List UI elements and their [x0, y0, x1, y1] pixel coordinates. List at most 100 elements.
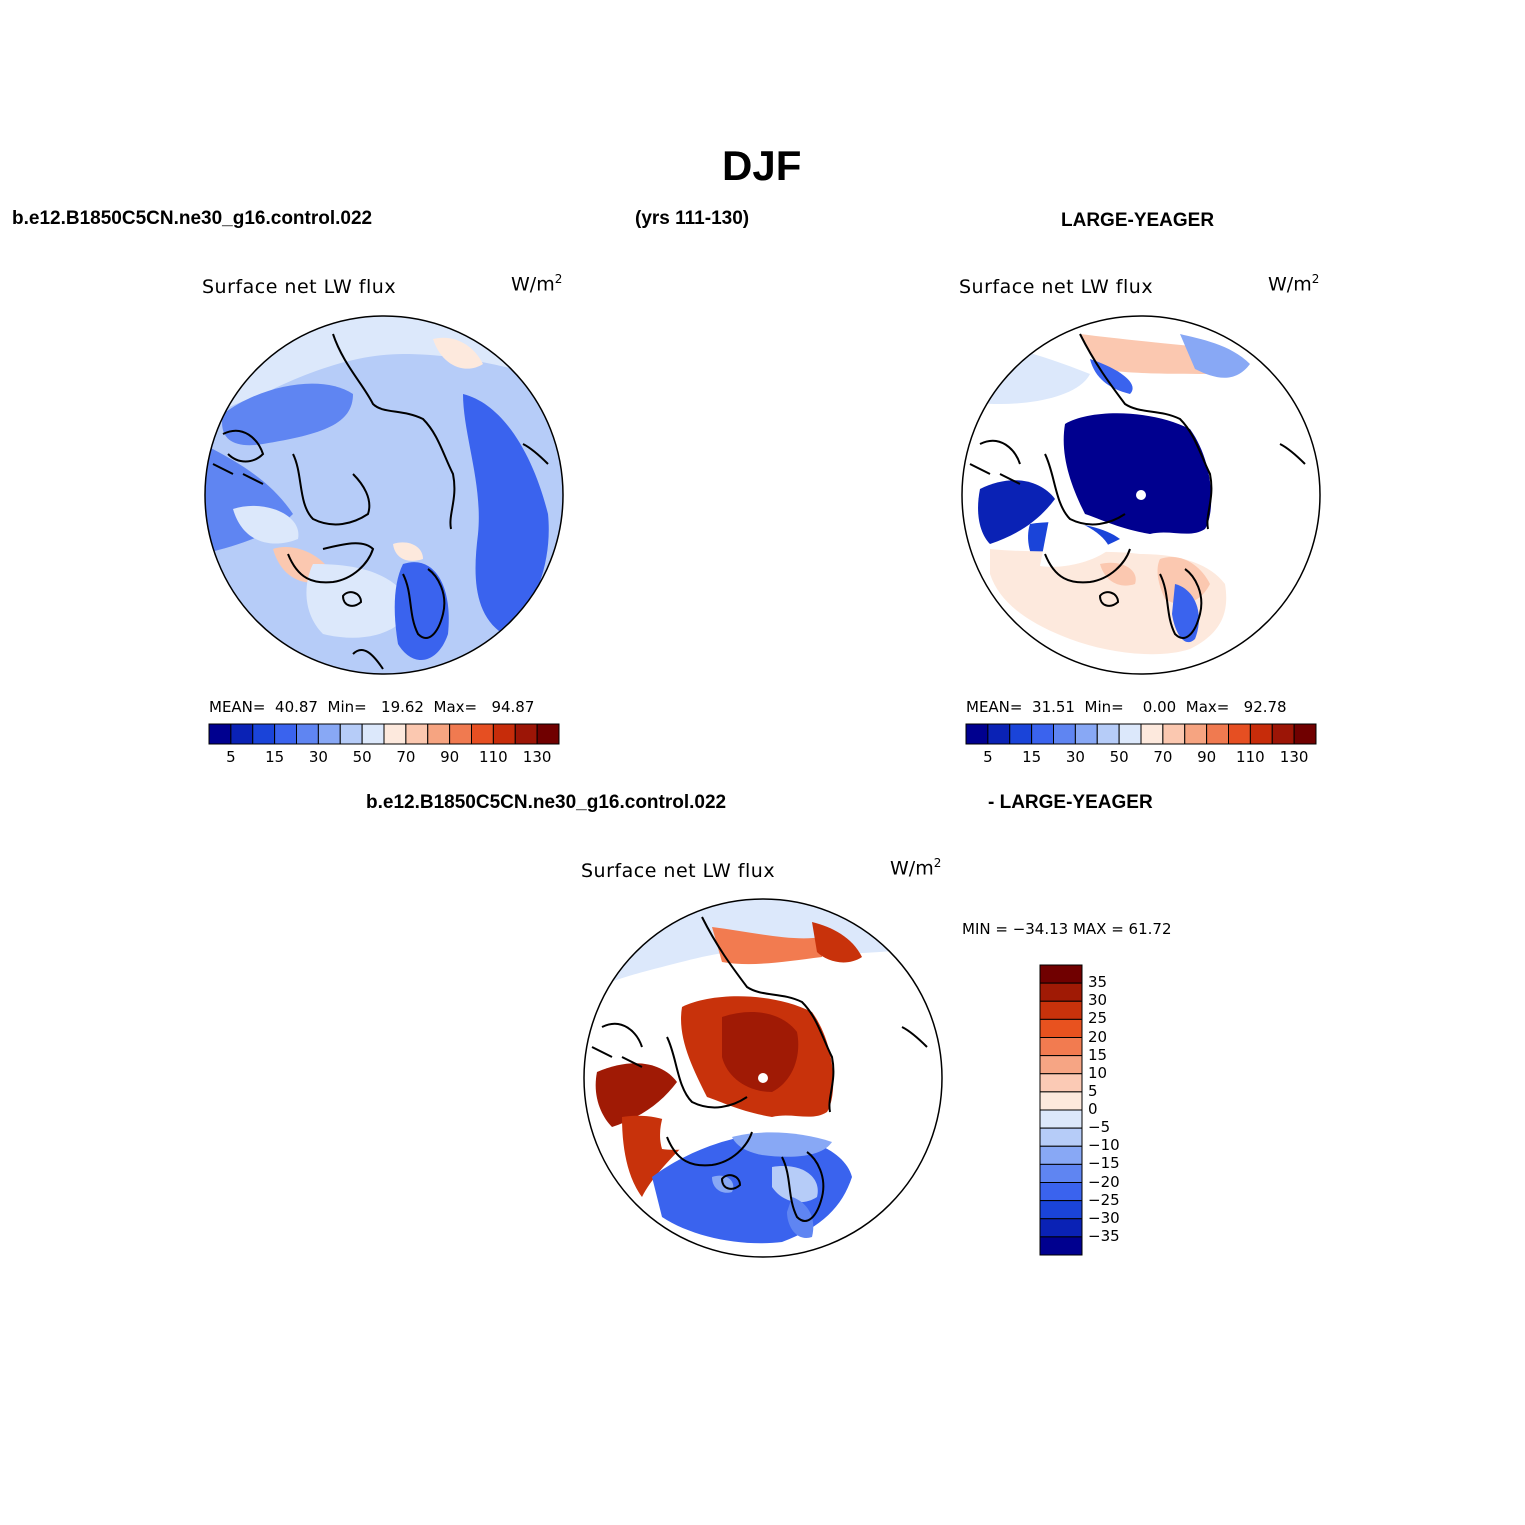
panel-3-units: W/m2	[890, 856, 942, 880]
colorbar-tick-label: 130	[522, 748, 552, 766]
colorbar-tick-label: −15	[1088, 1154, 1120, 1173]
colorbar-box	[1039, 1109, 1083, 1129]
colorbar-box	[361, 723, 385, 745]
colorbar-tick-label: −25	[1088, 1190, 1120, 1209]
colorbar-tick-label: 50	[352, 748, 372, 766]
panel-2-units: W/m2	[1268, 272, 1320, 296]
colorbar-tick-label: 130	[1279, 748, 1309, 766]
colorbar-box	[1039, 982, 1083, 1002]
colorbar-tick-label: 5	[1088, 1081, 1098, 1100]
colorbar-tick-label: 50	[1109, 748, 1129, 766]
colorbar-box	[339, 723, 363, 745]
colorbar-tick-label: 15	[265, 748, 285, 766]
colorbar-box	[1039, 1145, 1083, 1165]
panel-1-stats: MEAN= 40.87 Min= 19.62 Max= 94.87	[209, 698, 535, 716]
colorbar-box	[965, 723, 989, 745]
colorbar-box	[383, 723, 407, 745]
colorbar-box	[1031, 723, 1054, 745]
colorbar-box	[536, 723, 560, 745]
colorbar-box	[274, 723, 297, 745]
colorbar-box	[1039, 1218, 1083, 1238]
diff-case-header: b.e12.B1850C5CN.ne30_g16.control.022	[366, 792, 727, 813]
colorbar-box	[208, 723, 232, 745]
colorbar-box	[1140, 723, 1164, 745]
colorbar-tick-label: 10	[1088, 1063, 1108, 1082]
colorbar-box	[449, 723, 472, 745]
colorbar-tick-label: 25	[1088, 1009, 1108, 1028]
panel-3-colorbar-ticks: 35 30 25 20 15 10 5 0 −5 −10 −15 −20 −25 −30 −35	[1088, 965, 1148, 1255]
panel-1-title: Surface net LW flux	[202, 276, 397, 298]
colorbar-box	[1228, 723, 1251, 745]
colorbar-tick-label: 70	[396, 748, 416, 766]
colorbar-tick-label: 90	[440, 748, 460, 766]
colorbar-tick-label: −10	[1088, 1136, 1120, 1155]
colorbar-box	[1184, 723, 1208, 745]
colorbar-tick-label: −35	[1088, 1226, 1120, 1245]
colorbar-box	[1039, 1200, 1083, 1220]
colorbar-box	[1039, 1037, 1083, 1057]
colorbar-box	[1009, 723, 1033, 745]
colorbar-box	[1039, 964, 1083, 984]
colorbar-box	[1039, 1127, 1083, 1147]
colorbar-box	[1293, 723, 1317, 745]
colorbar-tick-label: 110	[479, 748, 508, 766]
panel-3-map	[583, 898, 943, 1258]
colorbar-box	[230, 723, 254, 745]
colorbar-box	[1074, 723, 1098, 745]
colorbar-tick-label: 15	[1088, 1045, 1108, 1064]
colorbar-box	[1162, 723, 1186, 745]
colorbar-tick-label: 5	[226, 748, 236, 766]
colorbar-box	[1039, 1091, 1083, 1111]
panel-1-units: W/m2	[511, 272, 563, 296]
panel-2-title: Surface net LW flux	[959, 276, 1154, 298]
case-header: b.e12.B1850C5CN.ne30_g16.control.022	[12, 208, 373, 229]
obs-header: LARGE-YEAGER	[1061, 210, 1215, 231]
colorbar-box	[317, 723, 341, 745]
colorbar-box	[1039, 1163, 1083, 1183]
colorbar-box	[1053, 723, 1076, 745]
colorbar-box	[471, 723, 494, 745]
colorbar-tick-label: −20	[1088, 1172, 1120, 1191]
colorbar-tick-label: 35	[1088, 973, 1108, 992]
colorbar-tick-label: 30	[1065, 748, 1085, 766]
colorbar-box	[1249, 723, 1273, 745]
colorbar-box	[1206, 723, 1229, 745]
colorbar-tick-label: 90	[1197, 748, 1217, 766]
colorbar-box	[1039, 1073, 1083, 1093]
colorbar-box	[1096, 723, 1120, 745]
colorbar-tick-label: 15	[1022, 748, 1042, 766]
panel-3-minmax: MIN = −34.13 MAX = 61.72	[962, 920, 1172, 938]
colorbar-tick-label: −5	[1088, 1118, 1111, 1137]
colorbar-tick-label: −30	[1088, 1208, 1120, 1227]
panel-2-map	[961, 315, 1321, 675]
colorbar-tick-label: 20	[1088, 1027, 1108, 1046]
years-header: (yrs 111-130)	[635, 208, 750, 229]
colorbar-box	[1118, 723, 1142, 745]
panel-2-stats: MEAN= 31.51 Min= 0.00 Max= 92.78	[966, 698, 1287, 716]
colorbar-tick-label: 70	[1153, 748, 1173, 766]
colorbar-box	[405, 723, 429, 745]
colorbar-box	[1271, 723, 1295, 745]
panel-1-map	[204, 315, 564, 675]
diff-obs-header: - LARGE-YEAGER	[988, 792, 1153, 813]
colorbar-box	[1039, 1182, 1083, 1202]
panel-3-title: Surface net LW flux	[581, 860, 776, 882]
colorbar-box	[427, 723, 451, 745]
colorbar-tick-label: 110	[1236, 748, 1265, 766]
colorbar-box	[1039, 1055, 1083, 1075]
colorbar-tick-label: 0	[1088, 1100, 1098, 1118]
figure-title: DJF	[722, 142, 802, 189]
panel-1-colorbar-ticks: 5 15 30 50 70 90 110 130	[209, 748, 559, 768]
colorbar-tick-label: 30	[308, 748, 328, 766]
colorbar-box	[1039, 1000, 1083, 1020]
colorbar-box	[492, 723, 516, 745]
colorbar-box	[1039, 1018, 1083, 1038]
colorbar-box	[252, 723, 276, 745]
colorbar-box	[296, 723, 319, 745]
panel-3-colorbar	[1039, 964, 1083, 1256]
colorbar-box	[987, 723, 1011, 745]
colorbar-tick-label: 30	[1088, 991, 1108, 1010]
panel-2-colorbar	[965, 723, 1317, 745]
colorbar-tick-label: 5	[983, 748, 993, 766]
colorbar-box	[1039, 1236, 1083, 1256]
